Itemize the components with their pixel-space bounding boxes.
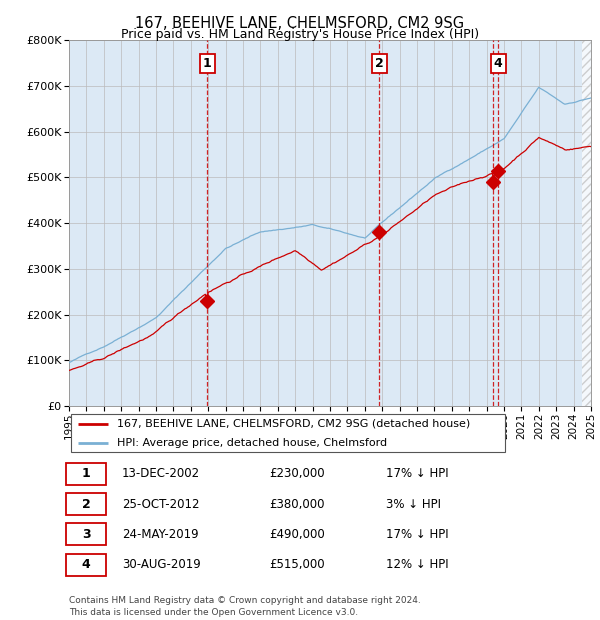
Text: 25-OCT-2012: 25-OCT-2012: [122, 498, 199, 511]
Text: 12% ↓ HPI: 12% ↓ HPI: [386, 558, 448, 571]
Text: 4: 4: [494, 56, 503, 69]
FancyBboxPatch shape: [67, 554, 106, 575]
Text: £230,000: £230,000: [269, 467, 325, 481]
FancyBboxPatch shape: [67, 523, 106, 546]
Text: £490,000: £490,000: [269, 528, 325, 541]
Text: 24-MAY-2019: 24-MAY-2019: [122, 528, 199, 541]
Text: Price paid vs. HM Land Registry's House Price Index (HPI): Price paid vs. HM Land Registry's House …: [121, 28, 479, 41]
Text: 2: 2: [82, 498, 91, 511]
Text: HPI: Average price, detached house, Chelmsford: HPI: Average price, detached house, Chel…: [117, 438, 388, 448]
Text: £380,000: £380,000: [269, 498, 325, 511]
Text: 4: 4: [82, 558, 91, 571]
Text: £515,000: £515,000: [269, 558, 325, 571]
Text: Contains HM Land Registry data © Crown copyright and database right 2024.
This d: Contains HM Land Registry data © Crown c…: [69, 596, 421, 617]
Text: 167, BEEHIVE LANE, CHELMSFORD, CM2 9SG (detached house): 167, BEEHIVE LANE, CHELMSFORD, CM2 9SG (…: [117, 418, 470, 428]
Text: 17% ↓ HPI: 17% ↓ HPI: [386, 528, 448, 541]
Text: 1: 1: [203, 56, 212, 69]
FancyBboxPatch shape: [67, 493, 106, 515]
FancyBboxPatch shape: [67, 463, 106, 485]
FancyBboxPatch shape: [71, 414, 505, 453]
Text: 1: 1: [82, 467, 91, 481]
Text: 13-DEC-2002: 13-DEC-2002: [122, 467, 200, 481]
Text: 3% ↓ HPI: 3% ↓ HPI: [386, 498, 441, 511]
Polygon shape: [582, 40, 591, 406]
Text: 167, BEEHIVE LANE, CHELMSFORD, CM2 9SG: 167, BEEHIVE LANE, CHELMSFORD, CM2 9SG: [136, 16, 464, 30]
Text: 2: 2: [374, 56, 383, 69]
Text: 30-AUG-2019: 30-AUG-2019: [122, 558, 200, 571]
Text: 3: 3: [82, 528, 91, 541]
Text: 17% ↓ HPI: 17% ↓ HPI: [386, 467, 448, 481]
